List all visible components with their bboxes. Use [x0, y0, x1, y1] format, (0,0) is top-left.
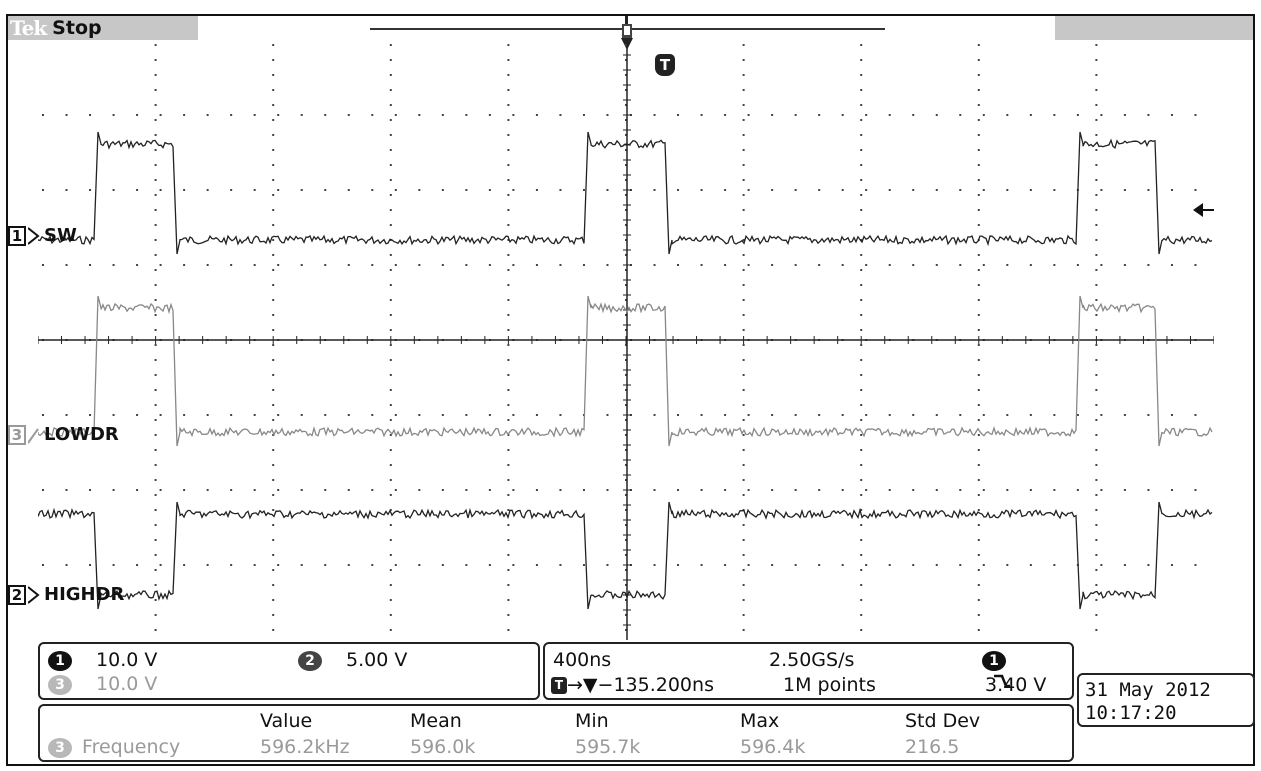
meas-source-badge: 3: [48, 738, 72, 758]
brand-logo: Tek: [8, 16, 46, 40]
channel-3-pointer-icon: [28, 425, 40, 445]
ch3-scale-value: 10.0 V: [96, 673, 157, 695]
channel-1-number-box: 1: [8, 226, 26, 246]
ch3-badge: 3: [48, 675, 72, 695]
ch3-scale-readout: 3 10.0 V: [48, 673, 157, 695]
meas-max: 596.4k: [740, 736, 805, 758]
trigger-time-marker-label: T: [660, 56, 670, 74]
ch1-scale-value: 10.0 V: [96, 649, 157, 671]
date-readout: 31 May 2012: [1085, 679, 1211, 701]
channel-1-label[interactable]: 1 SW: [8, 225, 77, 247]
channel-2-name: HIGHDR: [44, 584, 124, 606]
right-status-bar: [1055, 16, 1253, 40]
trigger-level: 3.40 V: [985, 674, 1046, 696]
sample-rate: 2.50GS/s: [769, 649, 854, 671]
meas-min: 595.7k: [575, 736, 640, 758]
trigger-time-marker-icon: T: [655, 54, 675, 76]
channel-2-label[interactable]: 2 HIGHDR: [8, 584, 124, 606]
meas-name: Frequency: [82, 736, 180, 758]
top-status-bar: Tek Stop: [8, 16, 1253, 40]
trigger-t-icon: T: [551, 677, 567, 694]
channel-1-name: SW: [44, 225, 77, 247]
meas-mean: 596.0k: [410, 736, 475, 758]
channel-3-name: LOWDR: [44, 424, 119, 446]
trigger-source-badge: 1: [982, 651, 1006, 671]
trigger-position-value: →▼−135.200ns: [567, 674, 714, 696]
meas-header-max: Max: [740, 710, 779, 732]
ch2-badge: 2: [298, 651, 322, 671]
measurement-panel[interactable]: Value Mean Min Max Std Dev 3 Frequency 5…: [38, 704, 1074, 762]
time-per-division: 400ns: [553, 649, 611, 671]
meas-header-std-dev: Std Dev: [905, 710, 980, 732]
acquisition-state: Stop: [52, 17, 101, 39]
ch2-scale-readout: 2 5.00 V: [298, 649, 407, 671]
meas-header-value: Value: [260, 710, 312, 732]
trigger-level-arrow-icon[interactable]: [1193, 200, 1215, 220]
channel-3-label[interactable]: 3 LOWDR: [8, 424, 119, 446]
meas-header-mean: Mean: [410, 710, 462, 732]
waveform-graticule: [38, 40, 1214, 640]
meas-value: 596.2kHz: [260, 736, 350, 758]
channel-2-pointer-icon: [28, 585, 40, 605]
timebase-panel[interactable]: 400ns 2.50GS/s 1 T →▼−135.200ns 1M points…: [543, 642, 1074, 700]
channel-2-number-box: 2: [8, 585, 26, 605]
date-time-panel: 31 May 2012 10:17:20: [1077, 673, 1255, 727]
time-readout: 10:17:20: [1085, 702, 1177, 724]
meas-header-min: Min: [575, 710, 609, 732]
brand-area: Tek Stop: [8, 16, 198, 40]
channel-1-pointer-icon: [28, 226, 40, 246]
trigger-position-readout: T →▼−135.200ns: [551, 674, 714, 696]
record-length: 1M points: [783, 674, 876, 696]
ch2-scale-value: 5.00 V: [346, 649, 407, 671]
meas-std-dev: 216.5: [905, 736, 959, 758]
meas-row-source: 3 Frequency: [48, 736, 180, 758]
ch3-lowdr-waveform: [38, 296, 1212, 446]
vertical-scale-panel[interactable]: 1 10.0 V 2 5.00 V 3 10.0 V: [38, 642, 540, 700]
ch1-badge: 1: [48, 651, 72, 671]
channel-3-number-box: 3: [8, 425, 26, 445]
ch1-scale-readout: 1 10.0 V: [48, 649, 157, 671]
